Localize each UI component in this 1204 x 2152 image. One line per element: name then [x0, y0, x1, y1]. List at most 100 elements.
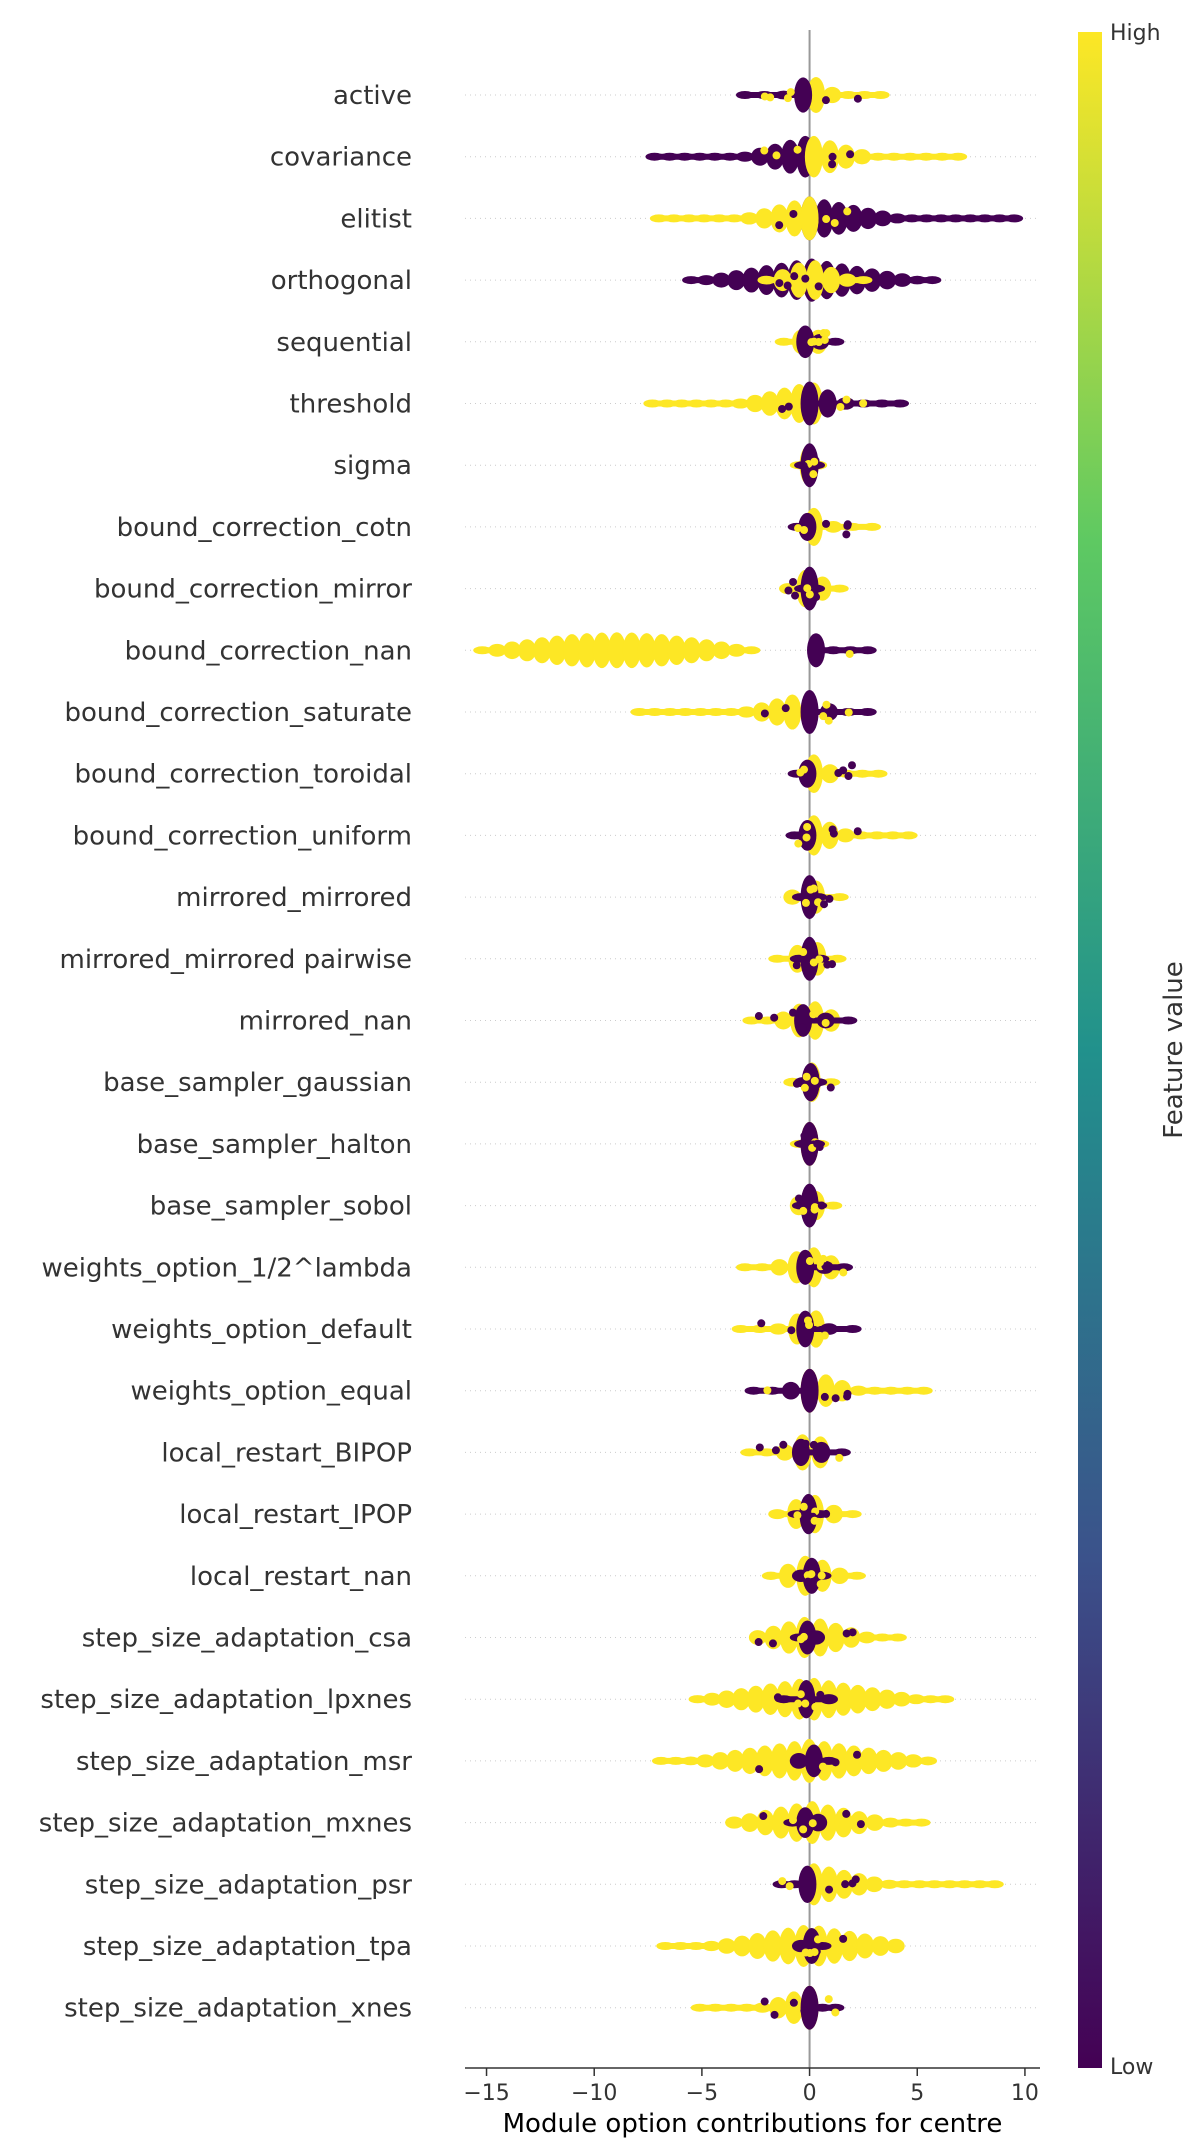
swarm-point	[804, 135, 823, 178]
swarm-point	[735, 151, 754, 162]
swarm-point	[740, 212, 759, 225]
swarm-point	[784, 1991, 803, 2025]
swarm-overlay-dots	[760, 700, 853, 725]
swarm-overlay-point	[830, 218, 839, 227]
swarm-point	[758, 1448, 777, 1457]
swarm-point	[740, 1813, 759, 1832]
swarm-overlay-point	[839, 1268, 848, 1277]
colorbar: High Low Feature value	[1078, 21, 1189, 2080]
swarm-overlay-point	[801, 1439, 810, 1448]
swarm-overlay-point	[791, 591, 800, 600]
swarm-high-weights-option-equal	[800, 1368, 933, 1413]
swarm-point	[592, 632, 611, 669]
swarm-overlay-dots	[754, 1008, 830, 1032]
swarm-high-step-size-adaptation-msr	[651, 1738, 938, 1783]
swarm-point	[711, 1752, 730, 1770]
x-tick-label: −5	[686, 2081, 718, 2106]
swarm-overlay-point	[803, 1577, 812, 1586]
swarm-point	[869, 769, 888, 778]
swarm-overlay-point	[799, 461, 808, 470]
feature-label: threshold	[290, 390, 412, 420]
swarm-point	[819, 1694, 838, 1705]
swarm-overlay-point	[775, 279, 784, 288]
swarm-overlay-point	[802, 833, 811, 842]
swarm-low-weights-option-equal	[744, 1368, 819, 1413]
feature-label: local_restart_IPOP	[179, 1500, 412, 1530]
swarm-low-step-size-adaptation-psr	[772, 1865, 817, 1904]
swarm-point	[737, 2003, 756, 2012]
feature-rows	[465, 94, 1040, 2009]
swarm-point	[770, 204, 789, 233]
swarm-low-step-size-adaptation-xnes	[800, 1985, 845, 2030]
swarm-overlay-point	[770, 1013, 779, 1022]
swarm-point	[732, 1688, 751, 1711]
swarm-overlay-dots	[784, 577, 821, 602]
swarm-overlay-point	[816, 1690, 825, 1699]
feature-label: orthogonal	[271, 266, 412, 296]
swarm-overlay-point	[754, 1638, 763, 1647]
swarm-point	[796, 325, 815, 359]
swarm-overlay-point	[785, 1882, 794, 1891]
swarm-overlay-point	[817, 1201, 826, 1210]
swarm-point	[807, 1630, 826, 1645]
swarm-overlay-point	[789, 1998, 798, 2007]
swarm-overlay-point	[822, 215, 831, 224]
swarm-point	[731, 1325, 750, 1333]
swarm-overlay-point	[859, 399, 868, 408]
feature-label: mirrored_nan	[239, 1007, 412, 1037]
swarm-overlay-point	[826, 1083, 835, 1092]
swarm-overlay-point	[763, 1386, 772, 1395]
colorbar-low-label: Low	[1110, 2055, 1153, 2080]
swarm-point	[800, 381, 819, 426]
swarm-overlay-point	[779, 1440, 788, 1449]
swarm-point	[727, 643, 746, 657]
swarm-overlay-point	[790, 272, 799, 281]
colorbar-title: Feature value	[1159, 961, 1189, 1139]
swarm-point	[737, 706, 756, 718]
swarm-point	[717, 1938, 736, 1954]
swarm-point	[896, 1818, 915, 1827]
swarm-overlay-dots	[754, 1628, 857, 1648]
swarm-point	[818, 389, 837, 418]
swarm-point	[746, 394, 765, 413]
swarm-overlay-point	[819, 329, 828, 338]
swarm-point	[774, 1011, 793, 1030]
swarm-high-elitist	[649, 196, 819, 241]
swarm-point	[637, 633, 656, 668]
swarm-overlay-point	[824, 716, 833, 725]
swarm-point	[898, 1386, 917, 1395]
feature-labels: active covariance elitist orthogonal sequent…	[39, 81, 413, 2024]
swarm-overlay-dots	[803, 1565, 826, 1589]
swarm-point	[607, 632, 626, 669]
swarm-point	[830, 584, 849, 593]
swarm-point	[760, 391, 779, 416]
swarm-overlay-dots	[792, 1072, 835, 1092]
swarm-low-elitist	[800, 196, 1024, 241]
swarm-overlay-point	[809, 958, 818, 967]
swarm-point	[882, 1386, 901, 1395]
swarm-point	[735, 91, 754, 99]
swarm-point	[722, 708, 741, 716]
swarm-overlay-point	[798, 267, 807, 276]
swarm-point	[746, 1685, 765, 1713]
swarm-point	[804, 1744, 823, 1778]
swarm-overlay-point	[754, 1012, 763, 1021]
swarm-point	[936, 1695, 955, 1704]
swarm-point	[933, 152, 952, 161]
swarm-point	[883, 831, 902, 840]
swarm-point	[946, 214, 965, 223]
swarm-point	[819, 1866, 838, 1903]
swarm-overlay-point	[755, 1765, 764, 1774]
swarm-point	[847, 1571, 866, 1580]
feature-label: sigma	[333, 451, 412, 481]
swarm-point	[473, 646, 492, 655]
swarm-point	[796, 1249, 815, 1285]
swarm-overlay-point	[844, 708, 853, 717]
swarm-high-step-size-adaptation-xnes	[690, 1985, 819, 2030]
swarm-overlay-point	[770, 2010, 779, 2019]
feature-label: bound_correction_toroidal	[74, 760, 412, 790]
swarm-overlay-dots	[775, 207, 852, 230]
swarm-overlay-point	[823, 960, 832, 969]
swarm-overlay-point	[846, 150, 855, 159]
